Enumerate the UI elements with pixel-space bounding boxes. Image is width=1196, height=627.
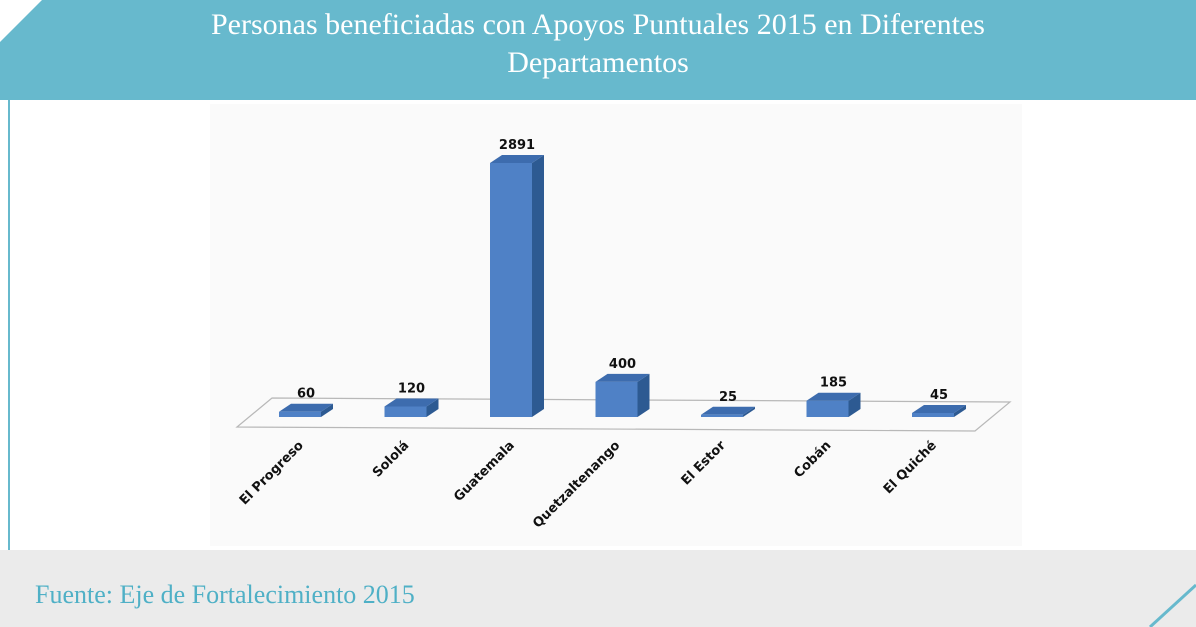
bar-front <box>806 400 849 417</box>
floor <box>235 397 1012 432</box>
bar <box>806 392 861 417</box>
x-tick-label: El Quiché <box>881 438 940 497</box>
footer-band <box>0 550 1196 627</box>
x-tick-label: Cobán <box>791 438 834 481</box>
data-label: 60 <box>297 387 315 402</box>
bar-top <box>806 392 861 401</box>
bar-top <box>912 405 966 414</box>
bar-side <box>426 398 439 417</box>
x-tick-label: Quetzaltenango <box>530 438 623 531</box>
bar-top <box>701 406 755 415</box>
data-label: 2891 <box>499 138 535 153</box>
bar-side <box>954 405 966 417</box>
bar-side <box>848 392 861 417</box>
bar-side <box>637 373 650 417</box>
x-tick-label: El Estor <box>679 438 730 489</box>
bar <box>279 403 333 417</box>
bar-top <box>384 398 439 407</box>
bar-top <box>490 155 544 163</box>
data-label: 185 <box>820 376 847 391</box>
corner-line <box>1148 583 1196 627</box>
data-label: 400 <box>609 357 636 372</box>
bar <box>912 405 966 417</box>
bar-top <box>279 403 333 412</box>
x-tick-label: Sololá <box>370 438 412 480</box>
bar-top <box>595 373 650 382</box>
bar-front <box>595 381 638 417</box>
bar <box>384 398 439 417</box>
data-label: 25 <box>719 390 737 405</box>
source-note: Fuente: Eje de Fortalecimiento 2015 <box>35 580 415 609</box>
data-label: 120 <box>398 381 425 396</box>
bar <box>701 406 755 417</box>
chart-background <box>210 104 1022 546</box>
header-band <box>0 0 1196 100</box>
x-tick-label: Guatemala <box>451 438 518 505</box>
x-tick-label: El Progreso <box>237 438 307 508</box>
bar-side <box>321 403 333 417</box>
bar-side <box>532 155 544 417</box>
bar-front <box>384 406 427 417</box>
bar-front <box>912 413 954 417</box>
bar-front <box>701 414 743 417</box>
bar <box>595 373 650 417</box>
left-border <box>8 100 10 550</box>
bar-front <box>279 411 321 417</box>
chart-title: Personas beneficiadas con Apoyos Puntual… <box>211 8 985 79</box>
bar-front <box>490 163 532 417</box>
data-label: 45 <box>930 388 948 403</box>
bar-side <box>743 406 755 417</box>
bar <box>490 155 544 417</box>
